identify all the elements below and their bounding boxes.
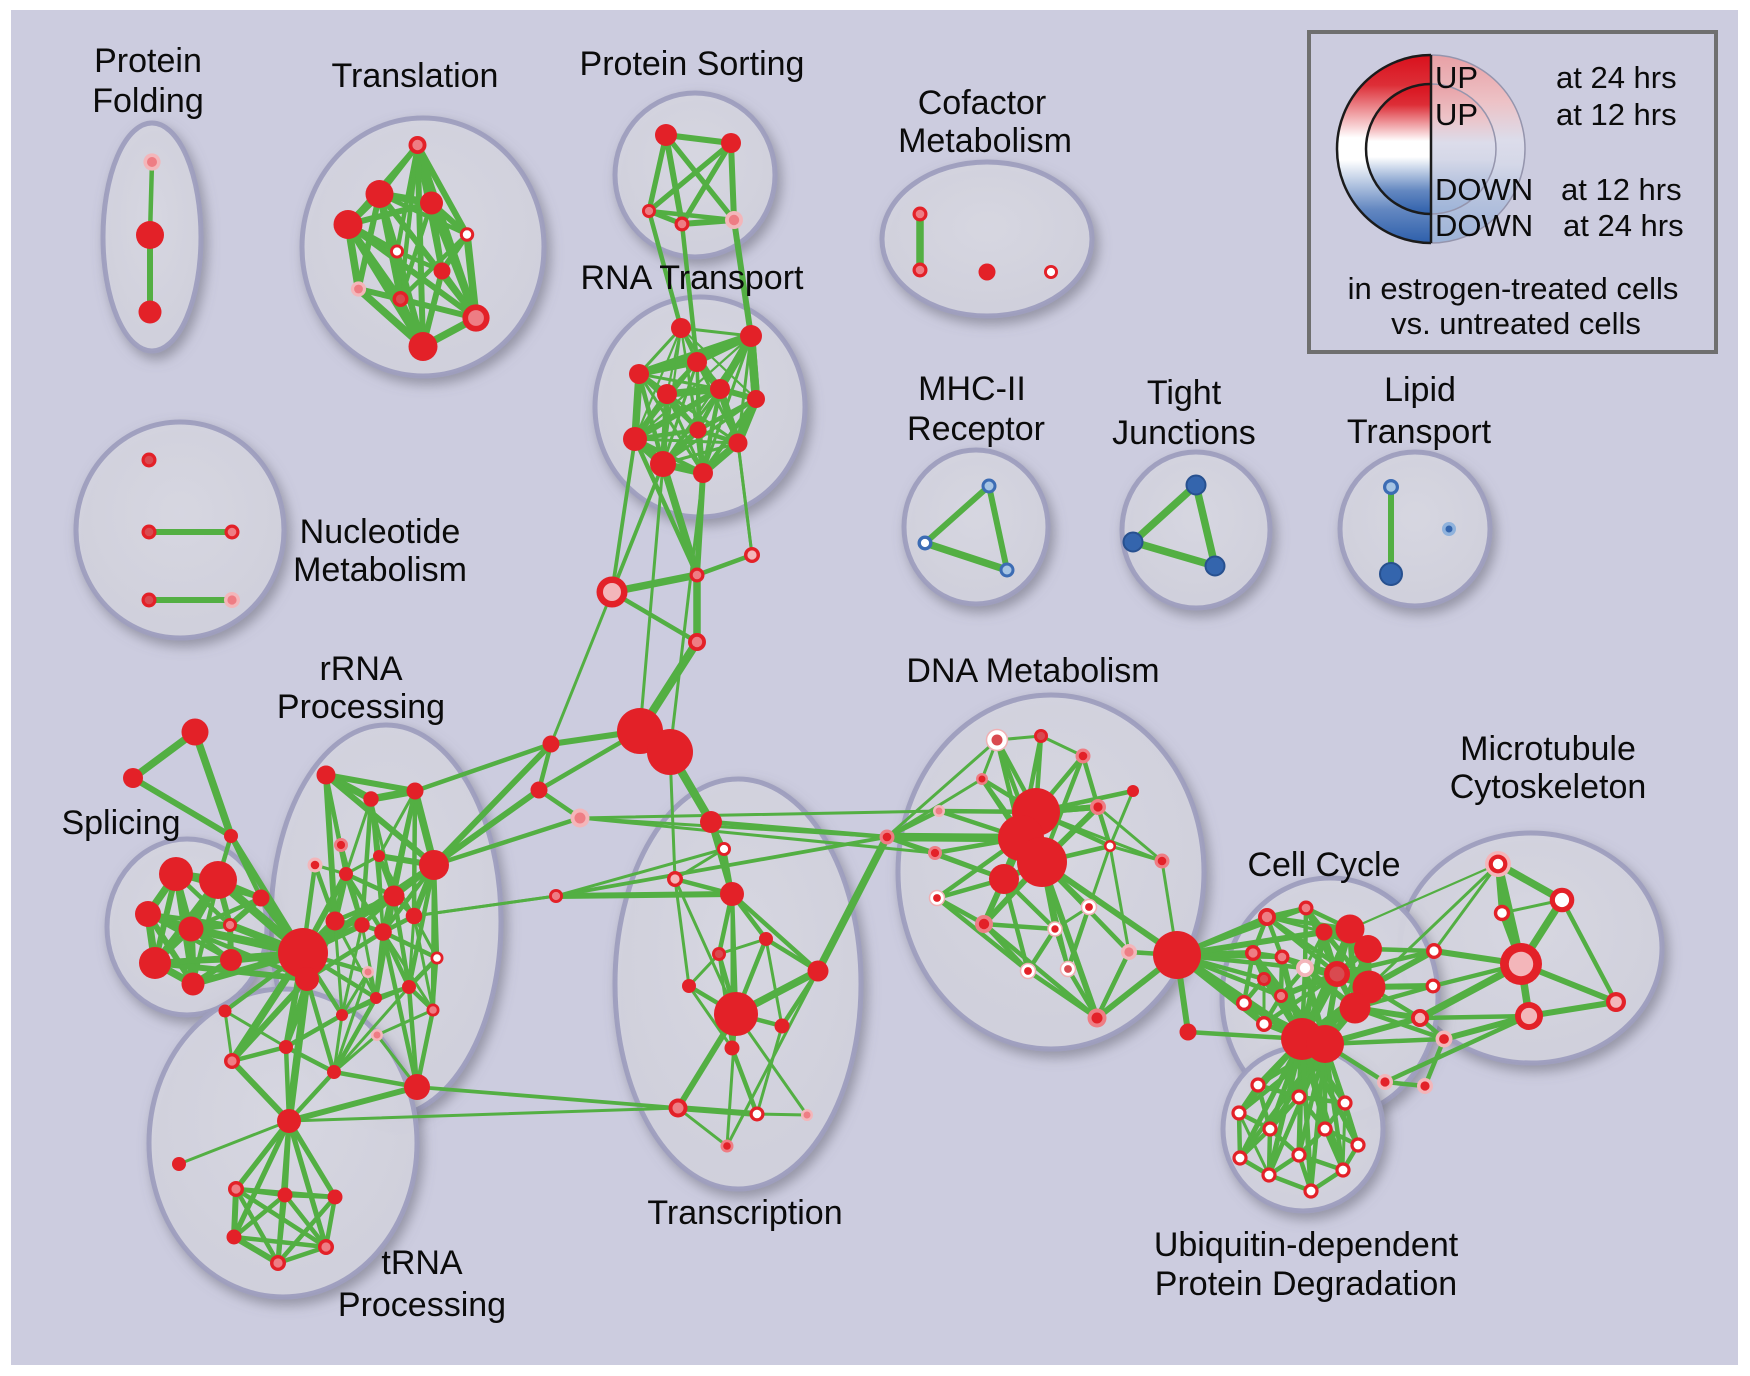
svg-text:at 12 hrs: at 12 hrs: [1561, 172, 1682, 207]
svg-text:Protein: Protein: [94, 42, 202, 80]
svg-text:Transcription: Transcription: [647, 1194, 842, 1232]
svg-text:UP: UP: [1435, 60, 1478, 95]
svg-text:Protein Sorting: Protein Sorting: [580, 45, 805, 83]
svg-text:Cytoskeleton: Cytoskeleton: [1450, 768, 1647, 806]
svg-text:Metabolism: Metabolism: [898, 122, 1072, 160]
svg-text:MHC-II: MHC-II: [918, 370, 1026, 408]
svg-text:Protein Degradation: Protein Degradation: [1155, 1265, 1457, 1303]
svg-text:RNA Transport: RNA Transport: [581, 259, 805, 297]
svg-text:in estrogen-treated cells: in estrogen-treated cells: [1348, 271, 1679, 306]
svg-text:DNA Metabolism: DNA Metabolism: [906, 652, 1159, 690]
svg-text:UP: UP: [1435, 97, 1478, 132]
svg-text:at 24 hrs: at 24 hrs: [1556, 60, 1677, 95]
svg-text:at 12 hrs: at 12 hrs: [1556, 97, 1677, 132]
svg-text:Processing: Processing: [338, 1286, 506, 1324]
svg-text:Tight: Tight: [1147, 374, 1222, 412]
svg-text:Folding: Folding: [92, 82, 204, 120]
svg-text:Cell Cycle: Cell Cycle: [1247, 846, 1400, 884]
svg-text:at 24 hrs: at 24 hrs: [1563, 208, 1684, 243]
svg-text:Metabolism: Metabolism: [293, 551, 467, 589]
svg-text:vs. untreated cells: vs. untreated cells: [1391, 306, 1641, 341]
svg-text:Lipid: Lipid: [1384, 371, 1456, 409]
svg-text:tRNA: tRNA: [381, 1244, 463, 1282]
svg-text:rRNA: rRNA: [319, 650, 402, 688]
svg-text:Nucleotide: Nucleotide: [300, 513, 461, 551]
svg-text:Translation: Translation: [332, 57, 499, 95]
svg-text:DOWN: DOWN: [1435, 172, 1533, 207]
svg-text:Microtubule: Microtubule: [1460, 730, 1636, 768]
svg-text:Receptor: Receptor: [907, 410, 1045, 448]
svg-text:DOWN: DOWN: [1435, 208, 1533, 243]
svg-text:Ubiquitin-dependent: Ubiquitin-dependent: [1154, 1226, 1459, 1264]
svg-text:Junctions: Junctions: [1112, 414, 1256, 452]
svg-text:Transport: Transport: [1347, 413, 1492, 451]
svg-text:Splicing: Splicing: [61, 804, 180, 842]
svg-text:Cofactor: Cofactor: [918, 84, 1047, 122]
svg-text:Processing: Processing: [277, 688, 445, 726]
